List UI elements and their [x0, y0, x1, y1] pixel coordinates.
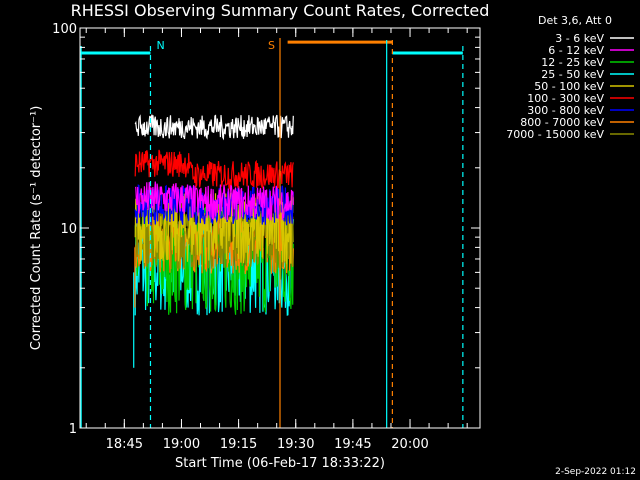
x-tick-label: 18:45	[106, 437, 143, 452]
x-tick-label: 19:45	[334, 437, 371, 452]
series-line-5	[134, 149, 294, 191]
y-tick-label: 1	[69, 422, 77, 437]
legend-header: Det 3,6, Att 0	[538, 14, 612, 27]
legend-label-0: 3 - 6 keV	[555, 32, 604, 45]
chart-title: RHESSI Observing Summary Count Rates, Co…	[71, 1, 490, 20]
series-line-0	[134, 113, 294, 141]
series-line-1	[134, 181, 294, 221]
y-tick-label: 10	[60, 222, 77, 237]
x-tick-label: 20:00	[391, 437, 428, 452]
legend-label-2: 12 - 25 keV	[541, 56, 604, 69]
x-tick-label: 19:15	[220, 437, 257, 452]
x-axis-label: Start Time (06-Feb-17 18:33:22)	[175, 456, 385, 471]
data-layer	[134, 113, 294, 316]
y-tick-label: 100	[52, 22, 77, 37]
legend-label-1: 6 - 12 keV	[548, 44, 604, 57]
y-axis-label: Corrected Count Rate (s⁻¹ detector⁻¹)	[29, 106, 44, 351]
legend-label-7: 800 - 7000 keV	[520, 116, 604, 129]
x-tick-label: 19:00	[163, 437, 200, 452]
annotation-N: N	[156, 39, 164, 52]
legend-label-8: 7000 - 15000 keV	[506, 128, 604, 141]
x-tick-label: 19:30	[277, 437, 314, 452]
footer-date: 2-Sep-2022 01:12	[555, 467, 636, 477]
legend-label-3: 25 - 50 keV	[541, 68, 604, 81]
annotation-S: S	[268, 39, 275, 52]
axes-layer: 1 10 100 18:45 19:00 19:15 19:30 19:45 20:00	[52, 22, 481, 452]
legend-label-6: 300 - 800 keV	[527, 104, 604, 117]
legend-label-5: 100 - 300 keV	[527, 92, 604, 105]
legend-label-4: 50 - 100 keV	[534, 80, 604, 93]
